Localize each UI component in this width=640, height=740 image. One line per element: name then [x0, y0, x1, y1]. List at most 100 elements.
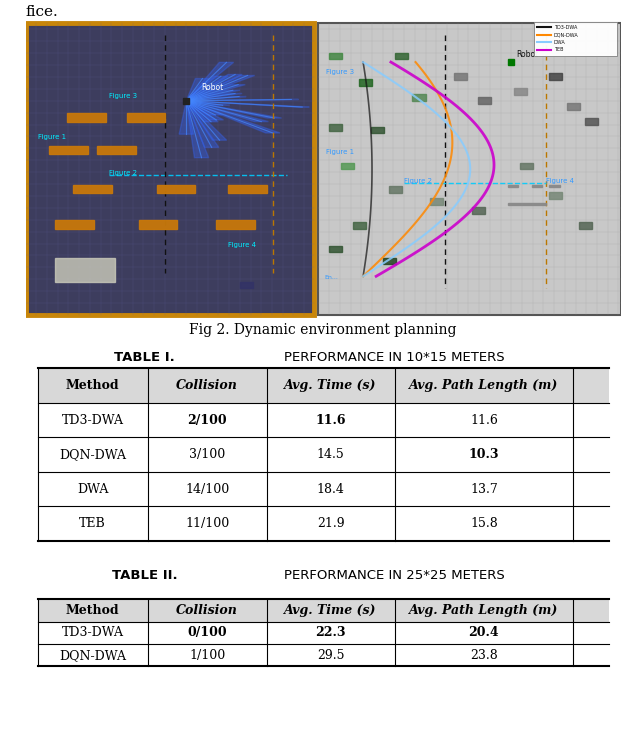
- Polygon shape: [186, 101, 309, 107]
- Text: Figure 1: Figure 1: [38, 135, 66, 141]
- Bar: [430, 198, 444, 205]
- Bar: [139, 221, 177, 229]
- Polygon shape: [186, 101, 223, 115]
- Bar: [413, 94, 426, 101]
- Bar: [549, 73, 563, 80]
- Bar: [549, 185, 560, 187]
- Text: 14.5: 14.5: [317, 448, 344, 461]
- Polygon shape: [186, 101, 282, 118]
- Polygon shape: [186, 75, 242, 101]
- Polygon shape: [186, 101, 209, 158]
- Text: DWA: DWA: [554, 40, 565, 44]
- Text: TABLE II.: TABLE II.: [112, 569, 177, 582]
- Bar: [67, 113, 106, 121]
- Text: Avg. Path Length (m): Avg. Path Length (m): [409, 379, 559, 392]
- FancyBboxPatch shape: [319, 24, 621, 315]
- Bar: [371, 127, 384, 133]
- Bar: [534, 22, 616, 56]
- Text: 10.3: 10.3: [468, 448, 499, 461]
- Text: DQN-DWA: DQN-DWA: [554, 33, 579, 37]
- Text: 23.8: 23.8: [470, 649, 498, 662]
- Polygon shape: [186, 96, 246, 101]
- Polygon shape: [186, 78, 210, 101]
- Text: Method: Method: [66, 379, 120, 392]
- Bar: [56, 221, 94, 229]
- Bar: [329, 124, 342, 130]
- FancyBboxPatch shape: [38, 368, 609, 403]
- Bar: [329, 53, 342, 59]
- Bar: [454, 73, 467, 80]
- Polygon shape: [186, 101, 218, 122]
- Text: DQN-DWA: DQN-DWA: [59, 649, 126, 662]
- Text: 13.7: 13.7: [470, 482, 498, 496]
- Bar: [585, 118, 598, 124]
- Bar: [353, 222, 366, 229]
- Bar: [157, 185, 195, 193]
- Text: PERFORMANCE IN 10*15 METERS: PERFORMANCE IN 10*15 METERS: [284, 352, 505, 364]
- Text: Figure 2: Figure 2: [109, 170, 137, 176]
- Text: 2/100: 2/100: [188, 414, 227, 426]
- Text: Figure 3: Figure 3: [326, 69, 355, 75]
- Bar: [508, 203, 547, 205]
- Text: TABLE I.: TABLE I.: [115, 352, 175, 364]
- Bar: [97, 146, 136, 155]
- Polygon shape: [186, 76, 228, 101]
- Text: 15.8: 15.8: [470, 517, 498, 531]
- Text: TD3-DWA: TD3-DWA: [61, 626, 124, 639]
- Text: 20.4: 20.4: [468, 626, 499, 639]
- Text: Figure 3: Figure 3: [109, 92, 137, 98]
- Bar: [216, 221, 255, 229]
- Polygon shape: [186, 90, 240, 101]
- Bar: [73, 185, 112, 193]
- Bar: [520, 163, 532, 169]
- Text: Robot: Robot: [516, 50, 539, 59]
- Text: TD3-DWA: TD3-DWA: [61, 414, 124, 426]
- Bar: [579, 222, 592, 229]
- Polygon shape: [186, 62, 234, 101]
- Text: Method: Method: [66, 604, 120, 617]
- Polygon shape: [186, 101, 223, 120]
- Bar: [240, 282, 253, 288]
- Text: fice.: fice.: [26, 5, 58, 19]
- Text: 1/100: 1/100: [189, 649, 225, 662]
- Text: Figure 1: Figure 1: [326, 149, 355, 155]
- Bar: [549, 192, 563, 199]
- Bar: [478, 97, 491, 104]
- Text: 0/100: 0/100: [188, 626, 227, 639]
- Text: Figure 2: Figure 2: [404, 178, 431, 184]
- Bar: [341, 163, 354, 169]
- FancyBboxPatch shape: [26, 24, 314, 315]
- Bar: [56, 258, 115, 282]
- Bar: [508, 185, 518, 187]
- Bar: [127, 113, 166, 121]
- Bar: [383, 258, 396, 264]
- Text: Figure 4: Figure 4: [228, 241, 256, 248]
- Text: Avg. Time (s): Avg. Time (s): [284, 604, 377, 617]
- Text: 14/100: 14/100: [185, 482, 229, 496]
- Text: 29.5: 29.5: [317, 649, 344, 662]
- Text: TEB: TEB: [79, 517, 106, 531]
- FancyBboxPatch shape: [38, 622, 609, 644]
- Text: TD3-DWA: TD3-DWA: [554, 24, 577, 30]
- Text: 18.4: 18.4: [317, 482, 344, 496]
- Polygon shape: [186, 101, 230, 105]
- Polygon shape: [186, 99, 298, 101]
- FancyBboxPatch shape: [38, 506, 609, 541]
- Text: Robot: Robot: [201, 83, 223, 92]
- Polygon shape: [179, 101, 193, 134]
- Bar: [228, 185, 267, 193]
- Polygon shape: [186, 101, 268, 121]
- Text: 21.9: 21.9: [317, 517, 344, 531]
- Bar: [514, 88, 527, 95]
- FancyBboxPatch shape: [38, 644, 609, 667]
- Bar: [395, 53, 408, 59]
- Text: 11/100: 11/100: [185, 517, 229, 531]
- Bar: [567, 103, 580, 110]
- Bar: [388, 186, 402, 193]
- FancyBboxPatch shape: [38, 437, 609, 472]
- Text: 11.6: 11.6: [316, 414, 346, 426]
- Polygon shape: [186, 93, 242, 101]
- Bar: [49, 146, 88, 155]
- Bar: [359, 79, 372, 86]
- Text: Avg. Path Length (m): Avg. Path Length (m): [409, 604, 559, 617]
